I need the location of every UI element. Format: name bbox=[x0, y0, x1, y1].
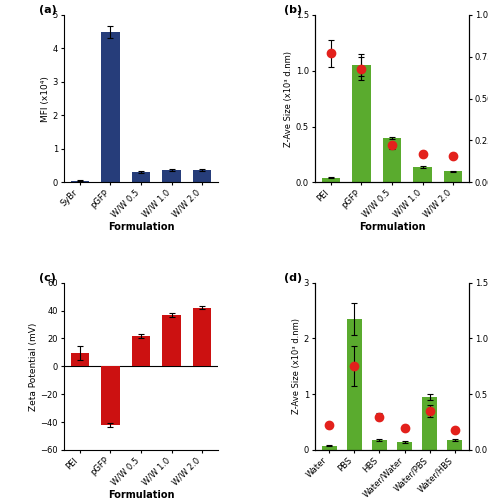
Bar bbox=[321, 178, 339, 182]
Bar bbox=[421, 397, 436, 450]
Bar bbox=[396, 442, 411, 450]
Y-axis label: Zeta Potential (mV): Zeta Potential (mV) bbox=[29, 322, 38, 410]
Bar bbox=[101, 366, 120, 425]
Text: (b): (b) bbox=[283, 5, 301, 15]
Bar bbox=[447, 440, 462, 450]
Bar bbox=[70, 353, 89, 366]
Y-axis label: Z-Ave Size (x10³ d.nm): Z-Ave Size (x10³ d.nm) bbox=[291, 318, 300, 414]
Bar bbox=[70, 180, 89, 182]
Bar bbox=[101, 32, 120, 182]
Bar bbox=[132, 172, 150, 182]
Text: (c): (c) bbox=[39, 272, 56, 282]
Bar bbox=[321, 446, 336, 450]
Bar bbox=[412, 166, 431, 182]
Bar bbox=[371, 440, 386, 450]
X-axis label: Formulation: Formulation bbox=[107, 490, 174, 500]
Bar bbox=[346, 319, 361, 450]
Bar bbox=[193, 308, 211, 366]
Bar bbox=[162, 315, 181, 366]
Y-axis label: Z-Ave Size (x10³ d.nm): Z-Ave Size (x10³ d.nm) bbox=[284, 50, 292, 146]
Y-axis label: MFI (x10⁴): MFI (x10⁴) bbox=[41, 76, 50, 122]
X-axis label: Formulation: Formulation bbox=[107, 222, 174, 232]
Bar bbox=[132, 336, 150, 366]
Bar bbox=[443, 171, 462, 182]
Bar bbox=[193, 170, 211, 182]
Text: (d): (d) bbox=[283, 272, 301, 282]
Bar bbox=[162, 170, 181, 182]
Text: (a): (a) bbox=[39, 5, 57, 15]
Bar bbox=[351, 65, 370, 182]
Bar bbox=[382, 138, 400, 182]
X-axis label: Formulation: Formulation bbox=[358, 222, 425, 232]
